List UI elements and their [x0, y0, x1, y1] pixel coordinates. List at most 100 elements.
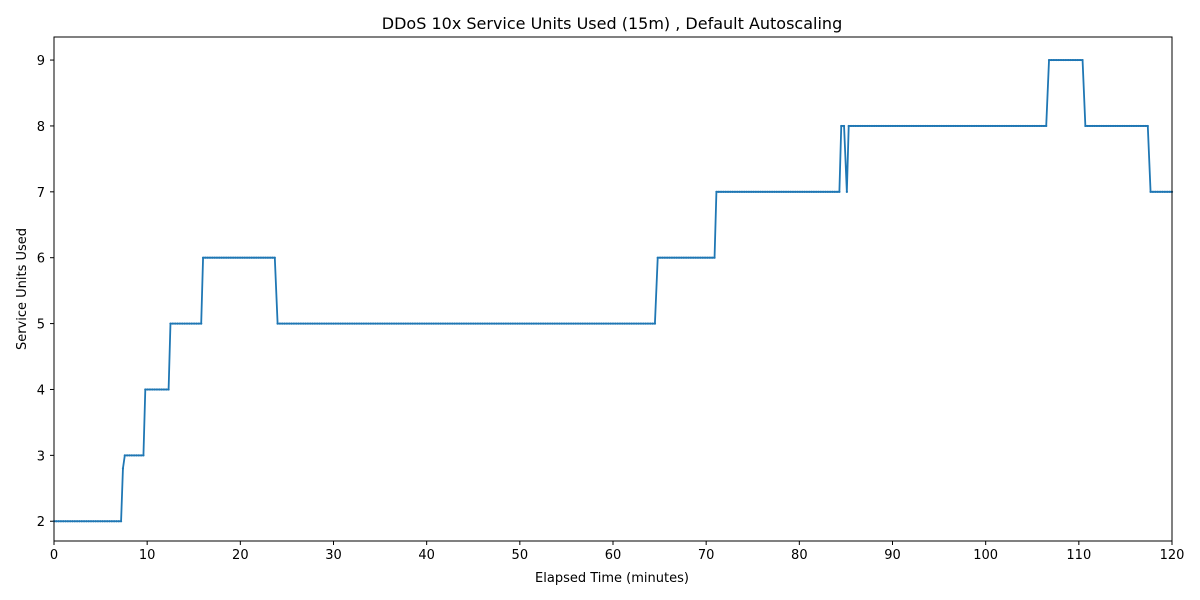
data-point [290, 322, 293, 325]
data-point [80, 520, 83, 523]
data-point [768, 190, 771, 193]
data-point [430, 322, 433, 325]
data-point [108, 520, 111, 523]
data-point [556, 322, 559, 325]
data-point [1067, 58, 1070, 62]
data-point [188, 322, 191, 325]
data-point [337, 322, 340, 325]
data-point [1114, 124, 1117, 128]
data-point [1161, 190, 1164, 193]
data-point [106, 520, 109, 523]
data-point [921, 124, 925, 128]
y-tick-label: 3 [37, 449, 45, 464]
data-point [542, 322, 545, 325]
series-markers [52, 58, 1174, 523]
data-point [1135, 124, 1138, 128]
data-point [94, 520, 97, 523]
data-point [982, 124, 985, 128]
data-point [1149, 190, 1152, 193]
data-point [787, 190, 790, 193]
data-point [367, 322, 370, 325]
data-point [680, 256, 683, 259]
data-point [416, 322, 419, 325]
data-point [126, 454, 129, 457]
data-point [1059, 58, 1063, 62]
data-point [808, 190, 811, 193]
data-point [318, 322, 321, 325]
data-point [670, 256, 674, 259]
data-point [1028, 124, 1032, 128]
data-point [211, 256, 214, 259]
data-point [283, 322, 286, 325]
data-point [276, 322, 279, 325]
data-point [1130, 124, 1133, 128]
data-point [167, 388, 170, 391]
data-point [281, 322, 284, 325]
data-point [346, 322, 349, 325]
y-tick-label: 2 [37, 515, 45, 530]
data-point [970, 124, 973, 128]
x-tick-label: 80 [791, 548, 808, 563]
data-point [766, 190, 769, 193]
data-point [1102, 124, 1105, 128]
data-point [817, 190, 820, 193]
data-point [831, 190, 834, 193]
data-point [658, 256, 662, 259]
data-point [1091, 124, 1094, 128]
data-point [1064, 58, 1067, 62]
data-point [854, 124, 857, 128]
data-point [82, 520, 86, 523]
data-point [55, 520, 58, 523]
data-point [835, 190, 839, 193]
data-point [724, 190, 727, 193]
data-point [791, 190, 795, 193]
data-point [731, 190, 734, 193]
data-point [418, 322, 421, 325]
data-point [229, 256, 232, 259]
data-point [780, 190, 783, 193]
data-point [320, 322, 323, 325]
data-point [92, 520, 95, 523]
data-point [896, 124, 899, 128]
data-point [1142, 124, 1145, 128]
data-point [236, 256, 239, 259]
data-point [486, 322, 489, 325]
data-point [271, 256, 274, 259]
data-point [842, 124, 846, 128]
data-point [369, 322, 372, 325]
data-point [360, 322, 363, 325]
data-point [801, 190, 804, 193]
data-point [891, 124, 894, 128]
data-point [511, 322, 514, 325]
data-point [544, 322, 547, 325]
data-point [609, 322, 612, 325]
data-point [493, 322, 496, 325]
chart-title: DDoS 10x Service Units Used (15m) , Defa… [382, 14, 842, 33]
data-point [915, 124, 918, 128]
data-point [409, 322, 412, 325]
data-point [285, 322, 289, 325]
data-point [1014, 124, 1018, 128]
data-point [706, 256, 709, 259]
data-point [856, 124, 860, 128]
x-tick-label: 50 [512, 548, 529, 563]
data-point [798, 190, 802, 193]
data-point [232, 256, 235, 259]
data-point [176, 322, 179, 325]
data-point [500, 322, 503, 325]
data-point [928, 124, 932, 128]
data-point [572, 322, 575, 325]
data-point [600, 322, 603, 325]
data-point [1107, 124, 1110, 128]
data-point [815, 190, 818, 193]
data-point [455, 322, 459, 325]
data-point [689, 256, 692, 259]
data-point [614, 322, 617, 325]
data-point [404, 322, 407, 325]
data-point [642, 322, 645, 325]
data-point [682, 256, 685, 259]
data-point [583, 322, 587, 325]
data-point [777, 190, 781, 193]
data-point [903, 124, 906, 128]
